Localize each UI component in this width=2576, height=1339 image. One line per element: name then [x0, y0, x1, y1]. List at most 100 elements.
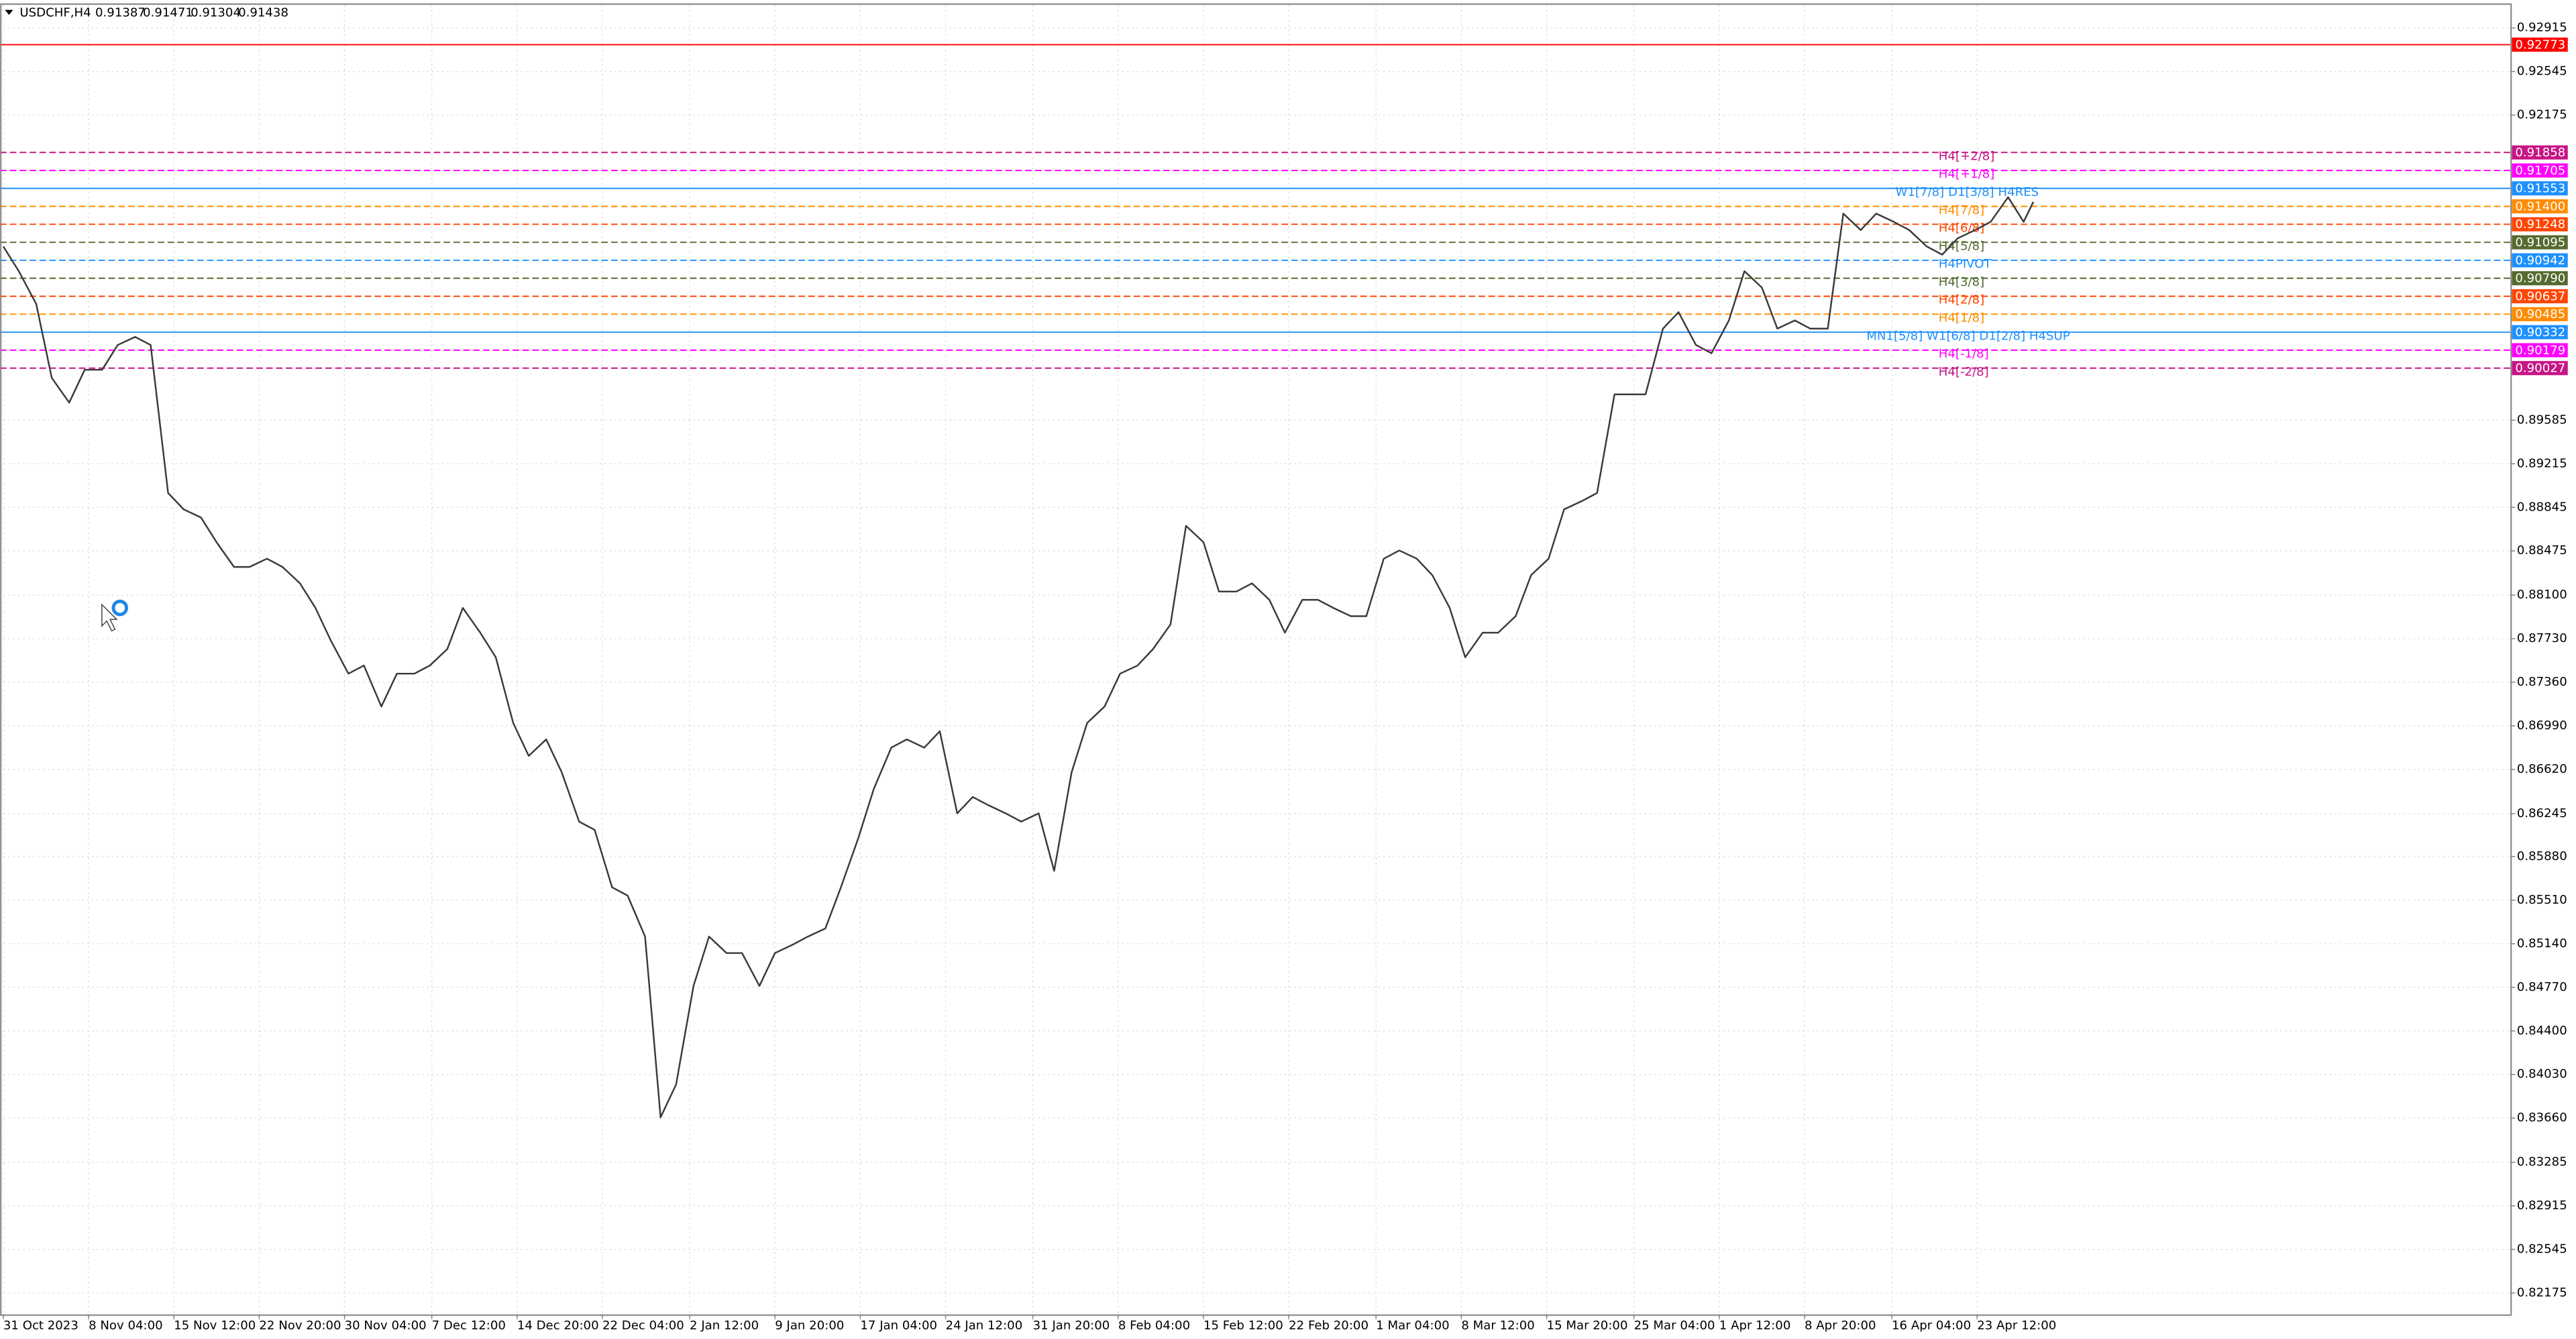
level-name: H4[+2/8]	[1939, 149, 1995, 163]
x-tick-label: 31 Oct 2023	[3, 1318, 78, 1332]
price-box	[2512, 289, 2568, 304]
price-label: 0.91248	[2515, 217, 2565, 231]
level-name: H4[1/8]	[1939, 311, 1984, 325]
x-tick-label: 25 Mar 04:00	[1634, 1318, 1715, 1332]
low: 0.91304	[191, 6, 241, 20]
level-name: H4[+1/8]	[1939, 167, 1995, 181]
pointer	[101, 603, 118, 632]
x-tick-label: 2 Jan 12:00	[690, 1318, 759, 1332]
symbol: USDCHF,H4	[19, 6, 91, 20]
y-tick-label: 0.86990	[2517, 718, 2567, 733]
level-name: H4[2/8]	[1939, 293, 1984, 307]
x-tick-label: 15 Mar 20:00	[1547, 1318, 1628, 1332]
x-tick-label: 23 Apr 12:00	[1977, 1318, 2056, 1332]
x-tick-label: 14 Dec 20:00	[517, 1318, 599, 1332]
cursor	[101, 599, 129, 632]
price-label: 0.92773	[2515, 38, 2565, 52]
price-box	[2512, 217, 2568, 231]
y-tick-label: 0.88475	[2517, 543, 2567, 557]
level-name: H4PIVOT	[1939, 257, 1992, 271]
price-label: 0.90179	[2515, 343, 2565, 358]
x-tick-label: 8 Apr 20:00	[1805, 1318, 1876, 1332]
price-label: 0.91553	[2515, 182, 2565, 196]
y-tick-label: 0.88845	[2517, 500, 2567, 514]
x-tick-label: 8 Nov 04:00	[89, 1318, 163, 1332]
plot-frame	[0, 3, 2512, 1316]
x-tick-label: 24 Jan 12:00	[946, 1318, 1023, 1332]
y-tick-label: 0.85880	[2517, 849, 2567, 863]
y-tick-label: 0.86620	[2517, 762, 2567, 776]
close: 0.91438	[238, 6, 288, 20]
x-tick-label: 31 Jan 20:00	[1033, 1318, 1110, 1332]
grid	[3, 5, 2511, 1315]
y-tick-label: 0.83285	[2517, 1155, 2567, 1169]
price-label: 0.90027	[2515, 361, 2565, 375]
level-name: H4[-2/8]	[1939, 365, 1989, 379]
x-tick-label: 8 Feb 04:00	[1118, 1318, 1190, 1332]
y-tick-label: 0.82915	[2517, 1199, 2567, 1213]
x-tick-label: 8 Mar 12:00	[1461, 1318, 1534, 1332]
y-tick-label: 0.88100	[2517, 588, 2567, 602]
y-tick-label: 0.87360	[2517, 675, 2567, 689]
price-box	[2512, 163, 2568, 178]
x-tick-label: 16 Apr 04:00	[1892, 1318, 1971, 1332]
y-tick-label: 0.92175	[2517, 108, 2567, 122]
price-box	[2512, 361, 2568, 376]
x-tick-label: 17 Jan 04:00	[860, 1318, 937, 1332]
price-label: 0.91858	[2515, 146, 2565, 160]
level-name: H4[3/8]	[1939, 275, 1984, 289]
price-box	[2512, 181, 2568, 196]
level-name: W1[7/8] D1[3/8] H4RES	[1896, 185, 2039, 199]
x-tick-label: 15 Nov 12:00	[174, 1318, 256, 1332]
price-label: 0.90790	[2515, 271, 2565, 285]
price-label: 0.90332	[2515, 325, 2565, 339]
y-tick-label: 0.82175	[2517, 1285, 2567, 1299]
price-box	[2512, 253, 2568, 268]
y-tick-label: 0.85140	[2517, 936, 2567, 951]
y-tick-label: 0.82545	[2517, 1242, 2567, 1256]
price-label: 0.90485	[2515, 307, 2565, 321]
y-tick-label: 0.84030	[2517, 1067, 2567, 1081]
price-label: 0.91095	[2515, 235, 2565, 250]
price-box	[2512, 271, 2568, 286]
level-name: H4[-1/8]	[1939, 347, 1989, 361]
price-label: 0.90942	[2515, 254, 2565, 268]
open: 0.91387	[95, 6, 146, 20]
x-tick-label: 1 Mar 04:00	[1376, 1318, 1449, 1332]
x-tick-label: 22 Feb 20:00	[1289, 1318, 1368, 1332]
y-tick-label: 0.87730	[2517, 631, 2567, 645]
price-box	[2512, 199, 2568, 214]
x-tick-label: 1 Apr 12:00	[1719, 1318, 1791, 1332]
x-tick-label: 9 Jan 20:00	[775, 1318, 844, 1332]
price-box	[2512, 145, 2568, 160]
price-box	[2512, 235, 2568, 250]
y-tick-label: 0.92915	[2517, 21, 2567, 35]
high: 0.91471	[143, 6, 193, 20]
x-tick-label: 30 Nov 04:00	[345, 1318, 427, 1332]
price-box	[2512, 38, 2568, 52]
y-tick-label: 0.84400	[2517, 1024, 2567, 1038]
level-name: H4[5/8]	[1939, 239, 1984, 253]
price-box	[2512, 325, 2568, 339]
level-name: H4[7/8]	[1939, 203, 1984, 217]
y-tick-label: 0.85510	[2517, 893, 2567, 907]
y-tick-label: 0.86245	[2517, 806, 2567, 820]
axes: 0.92915 0.92545 0.92175 0.89585 0.89215 0.888…	[3, 21, 2568, 1332]
price-label: 0.90637	[2515, 289, 2565, 303]
menu-arrow	[5, 9, 13, 15]
x-tick-label: 22 Dec 04:00	[602, 1318, 684, 1332]
x-tick-label: 22 Nov 20:00	[259, 1318, 341, 1332]
y-tick-label: 0.84770	[2517, 980, 2567, 994]
y-tick-label: 0.83660	[2517, 1111, 2567, 1125]
x-tick-label: 15 Feb 12:00	[1203, 1318, 1283, 1332]
y-tick-label: 0.89585	[2517, 413, 2567, 427]
x-tick-label: 7 Dec 12:00	[432, 1318, 506, 1332]
level-name: MN1[5/8] W1[6/8] D1[2/8] H4SUP	[1866, 329, 2070, 343]
header: USDCHF,H4 0.91387 0.91471 0.91304 0.9143…	[5, 6, 288, 20]
price-line	[2, 196, 2035, 1118]
price-box	[2512, 343, 2568, 358]
busy-cursor	[111, 599, 129, 617]
price-box	[2512, 307, 2568, 321]
